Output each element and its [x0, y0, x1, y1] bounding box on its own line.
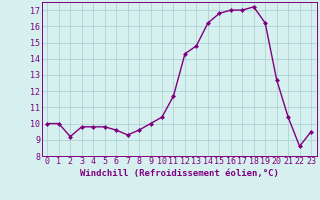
- X-axis label: Windchill (Refroidissement éolien,°C): Windchill (Refroidissement éolien,°C): [80, 169, 279, 178]
